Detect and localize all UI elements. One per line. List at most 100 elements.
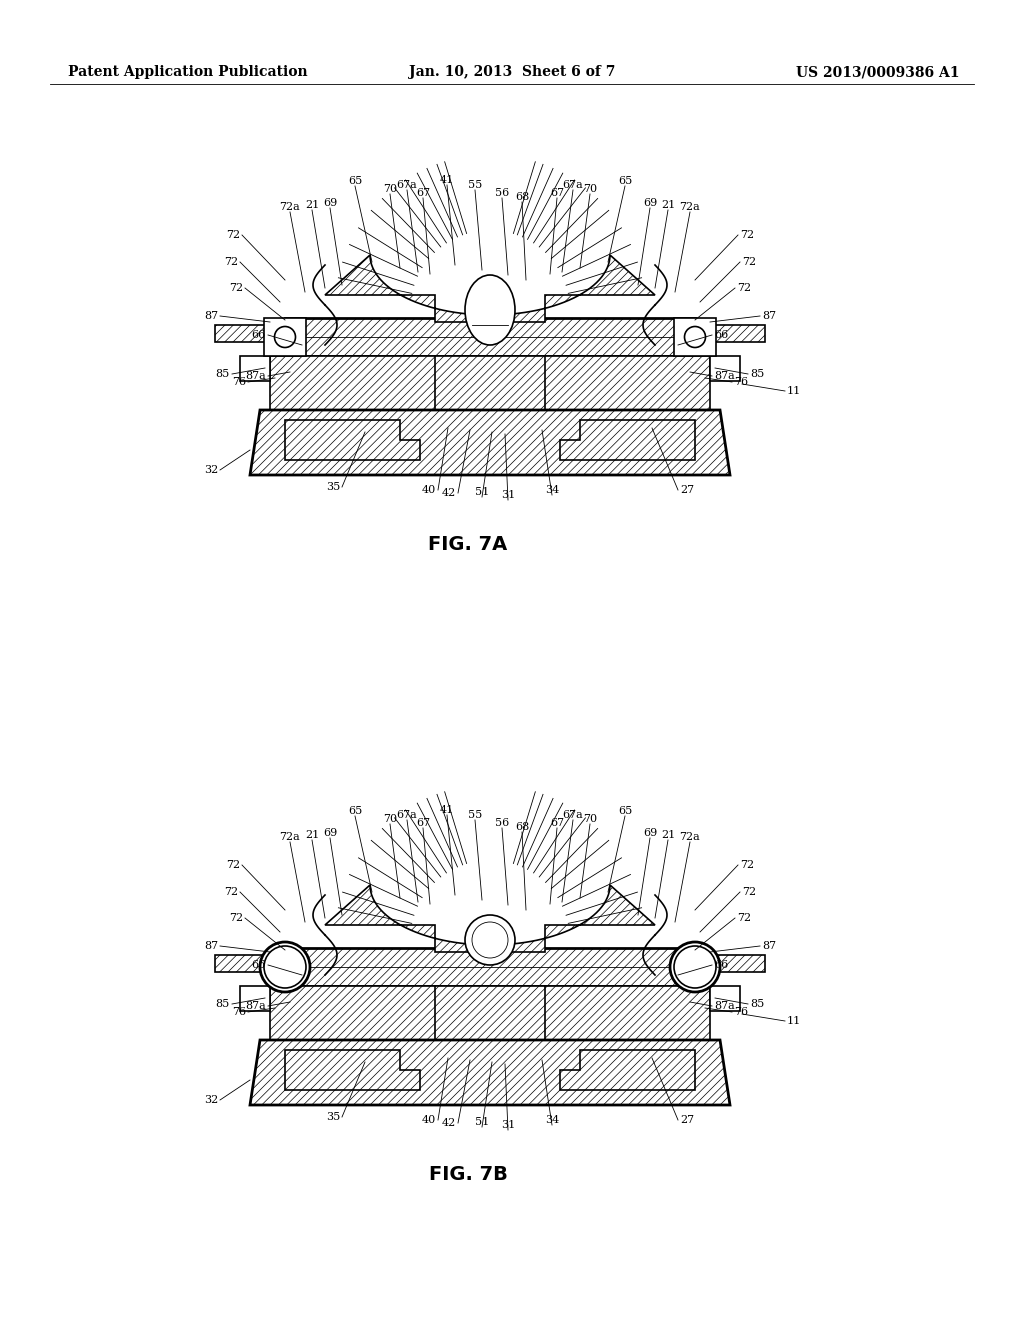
Circle shape <box>274 326 296 347</box>
Bar <box>240 356 270 381</box>
Text: 66: 66 <box>252 330 266 341</box>
Circle shape <box>674 946 716 987</box>
Text: 72: 72 <box>737 282 752 293</box>
Text: 85: 85 <box>216 999 230 1008</box>
Text: 67a: 67a <box>396 180 418 190</box>
Bar <box>270 986 435 1040</box>
Text: 67a: 67a <box>562 810 584 820</box>
Text: 67a: 67a <box>396 810 418 820</box>
Text: 72: 72 <box>740 861 754 870</box>
Polygon shape <box>560 420 695 459</box>
Text: 40: 40 <box>422 1115 436 1125</box>
Text: Patent Application Publication: Patent Application Publication <box>68 65 307 79</box>
Text: 21: 21 <box>660 830 675 840</box>
Bar <box>215 954 285 972</box>
Text: 67: 67 <box>550 187 564 198</box>
Text: 56: 56 <box>495 818 509 828</box>
Text: 27: 27 <box>680 1115 694 1125</box>
Text: 21: 21 <box>305 830 319 840</box>
Text: 55: 55 <box>468 810 482 820</box>
Polygon shape <box>285 420 420 459</box>
Circle shape <box>465 915 515 965</box>
Text: 72a: 72a <box>680 832 700 842</box>
Text: 21: 21 <box>660 201 675 210</box>
Circle shape <box>684 326 706 347</box>
Bar <box>264 318 306 356</box>
Text: 85: 85 <box>750 999 764 1008</box>
Text: 87: 87 <box>762 312 776 321</box>
Text: 76: 76 <box>231 378 246 387</box>
Bar <box>285 948 695 986</box>
Text: 41: 41 <box>440 176 454 185</box>
Bar <box>545 986 710 1040</box>
Bar <box>545 356 710 411</box>
Text: 85: 85 <box>750 370 764 379</box>
Text: 21: 21 <box>305 201 319 210</box>
Bar <box>695 954 765 972</box>
Text: 67: 67 <box>416 187 430 198</box>
Text: 69: 69 <box>643 828 657 838</box>
Ellipse shape <box>465 275 515 345</box>
Text: 67a: 67a <box>562 180 584 190</box>
Text: 65: 65 <box>617 807 632 816</box>
Text: 72: 72 <box>226 230 240 240</box>
Text: 68: 68 <box>515 822 529 832</box>
Polygon shape <box>325 255 655 322</box>
Text: 67: 67 <box>550 818 564 828</box>
Text: 65: 65 <box>348 176 362 186</box>
Bar <box>674 318 716 356</box>
Text: 66: 66 <box>714 960 728 970</box>
Circle shape <box>264 946 306 987</box>
Polygon shape <box>325 884 655 952</box>
Text: US 2013/0009386 A1: US 2013/0009386 A1 <box>797 65 961 79</box>
Bar <box>710 356 740 381</box>
Text: FIG. 7B: FIG. 7B <box>429 1166 508 1184</box>
Text: 72: 72 <box>229 282 243 293</box>
Text: 70: 70 <box>383 814 397 824</box>
Text: 87: 87 <box>204 312 218 321</box>
Text: 85: 85 <box>216 370 230 379</box>
Polygon shape <box>395 986 585 1040</box>
Text: 76: 76 <box>231 1007 246 1016</box>
Polygon shape <box>250 411 730 475</box>
Bar <box>215 325 285 342</box>
Polygon shape <box>395 356 585 411</box>
Text: 66: 66 <box>252 960 266 970</box>
Text: 31: 31 <box>501 1119 515 1130</box>
Text: 66: 66 <box>714 330 728 341</box>
Text: 32: 32 <box>204 1096 218 1105</box>
Text: 87a: 87a <box>246 371 266 381</box>
Text: 11: 11 <box>787 1016 801 1026</box>
Text: 87a: 87a <box>714 371 735 381</box>
Text: 68: 68 <box>515 191 529 202</box>
Text: 65: 65 <box>617 176 632 186</box>
Text: 72: 72 <box>740 230 754 240</box>
Text: 87a: 87a <box>714 1001 735 1011</box>
Text: 72: 72 <box>742 257 756 267</box>
Bar <box>695 325 765 342</box>
Text: 34: 34 <box>545 484 559 495</box>
Text: 40: 40 <box>422 484 436 495</box>
Text: 35: 35 <box>326 1111 340 1122</box>
Text: 76: 76 <box>734 1007 749 1016</box>
Bar <box>270 356 435 411</box>
Bar <box>240 986 270 1011</box>
Text: 27: 27 <box>680 484 694 495</box>
Text: 65: 65 <box>348 807 362 816</box>
Text: 76: 76 <box>734 378 749 387</box>
Polygon shape <box>285 1049 420 1090</box>
Text: 42: 42 <box>441 488 456 498</box>
Text: 69: 69 <box>643 198 657 209</box>
Circle shape <box>670 942 720 993</box>
Text: 69: 69 <box>323 828 337 838</box>
Text: 70: 70 <box>383 183 397 194</box>
Text: Jan. 10, 2013  Sheet 6 of 7: Jan. 10, 2013 Sheet 6 of 7 <box>409 65 615 79</box>
Bar <box>710 986 740 1011</box>
Polygon shape <box>560 1049 695 1090</box>
Text: 72: 72 <box>226 861 240 870</box>
Text: 67: 67 <box>416 818 430 828</box>
Polygon shape <box>250 1040 730 1105</box>
Text: 87a: 87a <box>246 1001 266 1011</box>
Bar <box>285 318 695 356</box>
Text: 41: 41 <box>440 805 454 814</box>
